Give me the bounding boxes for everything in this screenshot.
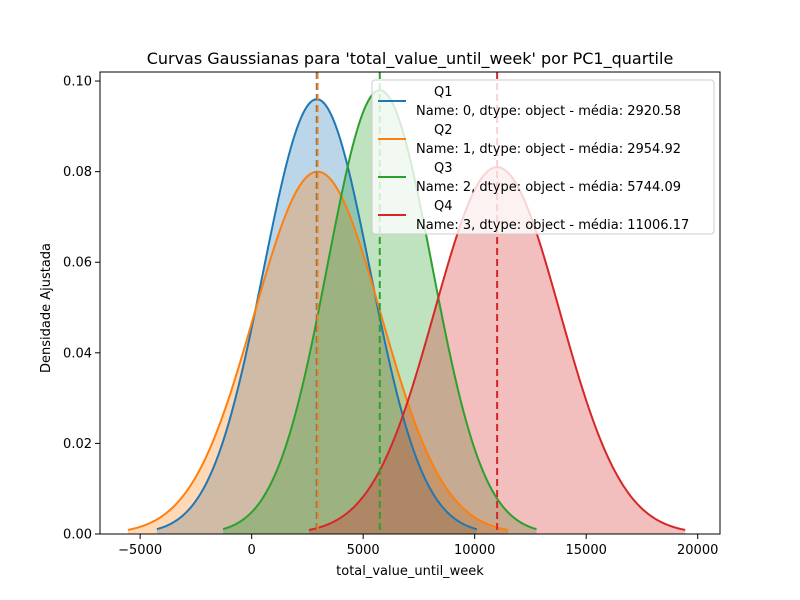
legend-label-q2: Q2 <box>434 123 453 138</box>
legend-detail-q1: Name: 0, dtype: object - média: 2920.58 <box>416 104 681 119</box>
legend-box <box>371 79 715 235</box>
legend-label-q3: Q3 <box>434 161 453 176</box>
y-tick-label: 0.04 <box>63 346 92 361</box>
legend-detail-q2: Name: 1, dtype: object - média: 2954.92 <box>416 142 681 157</box>
y-tick-label: 0.10 <box>63 75 92 90</box>
chart-title: Curvas Gaussianas para 'total_value_unti… <box>147 49 674 69</box>
x-tick-label: 15000 <box>566 543 607 558</box>
x-tick-label: 10000 <box>454 543 495 558</box>
y-tick-label: 0.02 <box>63 437 92 452</box>
x-axis-title: total_value_until_week <box>336 564 484 579</box>
y-tick-label: 0.08 <box>63 165 92 180</box>
y-axis-title: Densidade Ajustada <box>39 243 54 373</box>
x-axis: −5000 0 5000 10000 15000 20000 <box>118 534 718 558</box>
x-tick-label: 5000 <box>347 543 380 558</box>
legend-label-q1: Q1 <box>434 85 453 100</box>
legend-label-q4: Q4 <box>434 199 453 214</box>
x-tick-label: 0 <box>248 543 256 558</box>
plot-frame <box>99 71 721 535</box>
plot-area <box>99 71 721 535</box>
y-tick-label: 0.06 <box>63 256 92 271</box>
legend-detail-q4: Name: 3, dtype: object - média: 11006.17 <box>416 218 689 233</box>
x-tick-label: −5000 <box>118 543 162 558</box>
legend: Q1 Name: 0, dtype: object - média: 2920.5… <box>371 79 715 235</box>
legend-detail-q3: Name: 2, dtype: object - média: 5744.09 <box>416 180 681 195</box>
x-tick-label: 20000 <box>677 543 718 558</box>
y-axis: 0.00 0.02 0.04 0.06 0.08 0.10 <box>63 75 100 543</box>
y-tick-label: 0.00 <box>63 528 92 543</box>
